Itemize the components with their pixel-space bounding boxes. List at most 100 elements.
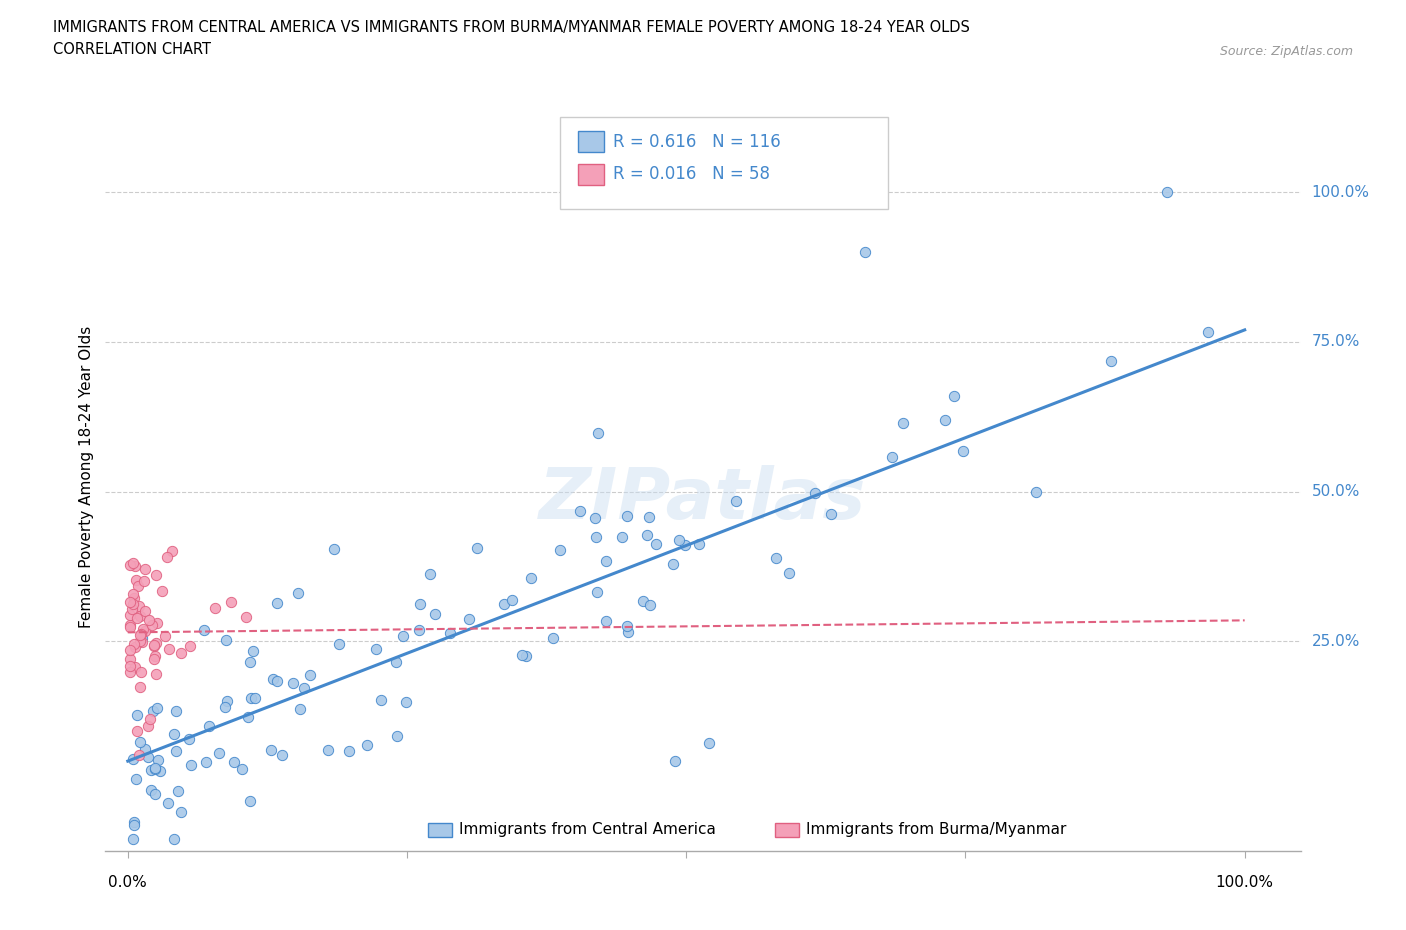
Point	[208, 746, 231, 761]
Point	[299, 668, 322, 683]
FancyBboxPatch shape	[578, 131, 603, 153]
Point	[141, 618, 163, 632]
Point	[143, 652, 166, 667]
Point	[610, 529, 633, 544]
Point	[125, 772, 148, 787]
Point	[128, 598, 150, 613]
Point	[145, 636, 167, 651]
Point	[688, 537, 710, 551]
Point	[143, 787, 166, 802]
Point	[384, 655, 406, 670]
Point	[616, 509, 638, 524]
Point	[121, 602, 143, 617]
Text: 100.0%: 100.0%	[1312, 185, 1369, 200]
Point	[266, 674, 288, 689]
FancyBboxPatch shape	[578, 164, 603, 185]
Point	[157, 642, 180, 657]
Point	[231, 762, 253, 777]
Point	[697, 736, 720, 751]
Point	[170, 645, 193, 660]
Point	[1099, 353, 1122, 368]
Point	[122, 818, 145, 833]
Point	[616, 625, 638, 640]
Point	[356, 737, 378, 752]
Point	[139, 783, 162, 798]
Point	[262, 672, 284, 687]
Point	[541, 631, 564, 645]
Point	[239, 654, 262, 669]
Point	[395, 695, 418, 710]
Point	[240, 690, 263, 705]
Point	[125, 708, 148, 723]
Text: R = 0.616   N = 116: R = 0.616 N = 116	[613, 133, 782, 151]
Point	[139, 763, 162, 777]
Point	[118, 665, 141, 680]
Point	[124, 558, 146, 573]
Point	[127, 611, 149, 626]
Text: R = 0.016   N = 58: R = 0.016 N = 58	[613, 166, 770, 183]
Point	[510, 648, 533, 663]
Point	[118, 651, 141, 666]
Point	[287, 586, 309, 601]
Point	[271, 748, 294, 763]
Point	[222, 755, 245, 770]
Point	[118, 595, 141, 610]
Point	[221, 595, 243, 610]
Point	[585, 529, 607, 544]
Point	[132, 621, 155, 636]
Point	[145, 615, 167, 630]
Point	[631, 593, 654, 608]
Point	[235, 609, 257, 624]
Point	[662, 556, 685, 571]
FancyBboxPatch shape	[429, 822, 453, 838]
Point	[215, 632, 238, 647]
Point	[134, 574, 156, 589]
Point	[122, 751, 145, 766]
Point	[165, 744, 187, 759]
Point	[134, 741, 156, 756]
Point	[673, 538, 696, 552]
Point	[808, 185, 831, 200]
Point	[146, 700, 169, 715]
Point	[125, 724, 148, 738]
Point	[142, 638, 165, 653]
Point	[138, 613, 160, 628]
Point	[166, 784, 188, 799]
Point	[118, 643, 141, 658]
Point	[169, 804, 191, 819]
Point	[162, 544, 184, 559]
Point	[129, 735, 152, 750]
Point	[163, 831, 186, 846]
Point	[217, 694, 239, 709]
Point	[1156, 185, 1178, 200]
Point	[124, 659, 146, 674]
Point	[122, 596, 145, 611]
Point	[129, 680, 152, 695]
Text: 25.0%: 25.0%	[1312, 634, 1360, 649]
Point	[583, 511, 606, 525]
Point	[131, 631, 153, 645]
Point	[891, 416, 914, 431]
Point	[260, 742, 283, 757]
Point	[288, 701, 311, 716]
Point	[118, 659, 141, 674]
Point	[153, 629, 176, 644]
Point	[180, 758, 202, 773]
Point	[145, 568, 167, 583]
Point	[668, 532, 690, 547]
Point	[370, 693, 392, 708]
Point	[143, 649, 166, 664]
Point	[143, 639, 166, 654]
Point	[408, 623, 430, 638]
Point	[419, 566, 441, 581]
Point	[408, 597, 430, 612]
Point	[880, 449, 903, 464]
Point	[439, 626, 461, 641]
Point	[127, 578, 149, 593]
Point	[131, 634, 153, 649]
Point	[853, 245, 876, 259]
Point	[423, 607, 446, 622]
Point	[804, 485, 827, 500]
Point	[501, 592, 523, 607]
Point	[724, 494, 747, 509]
